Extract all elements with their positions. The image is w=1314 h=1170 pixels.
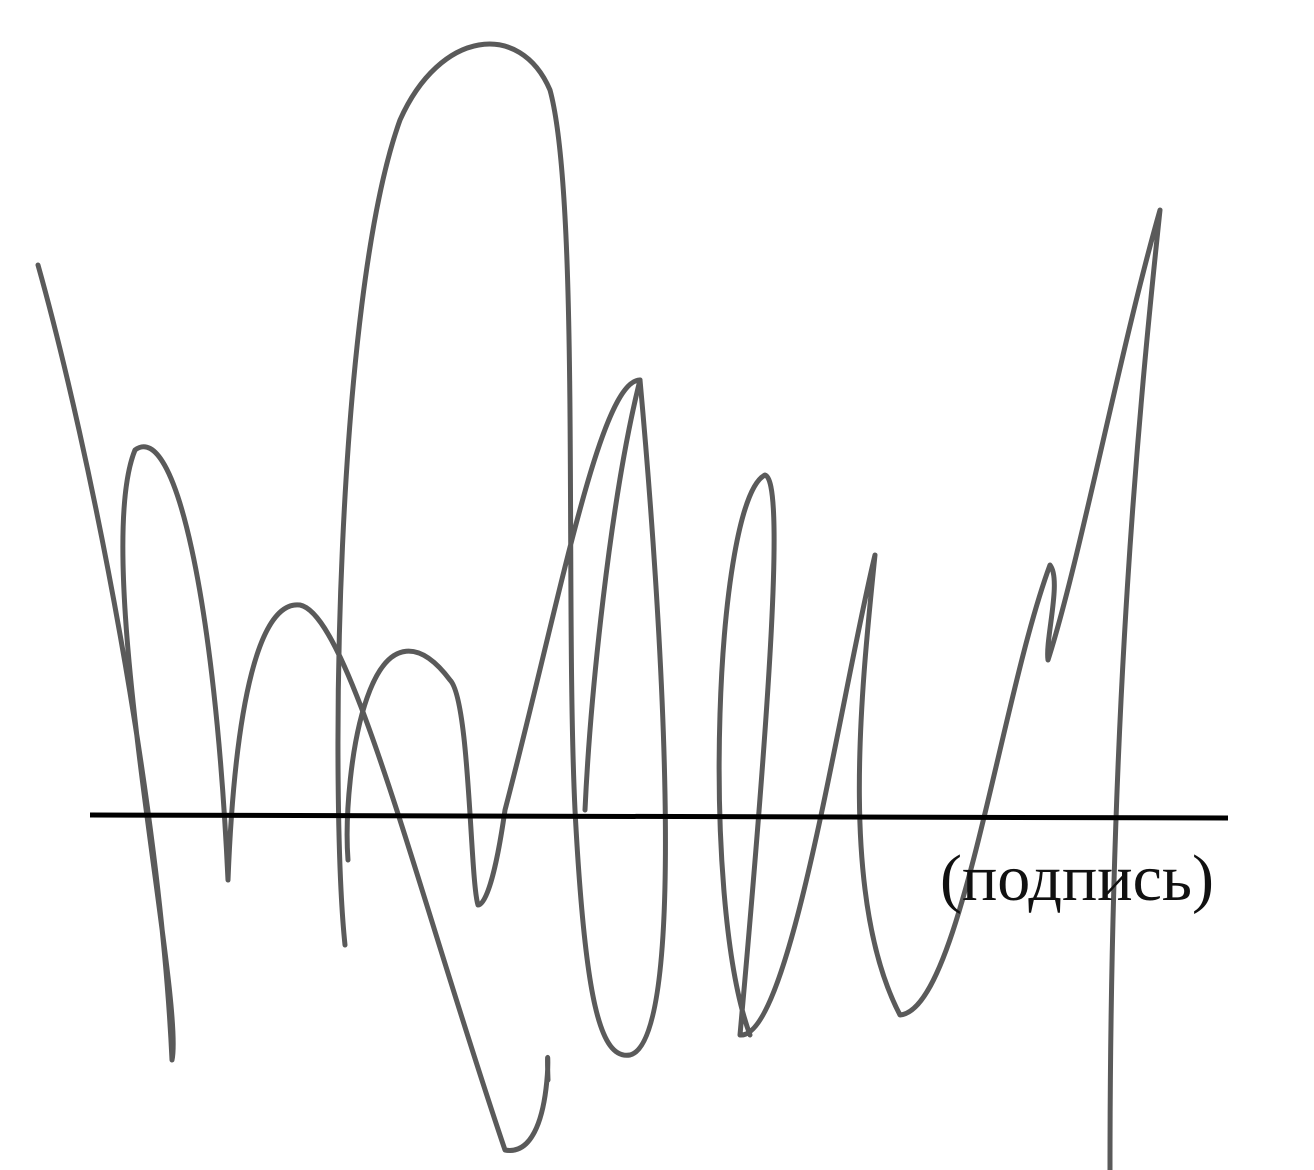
caption: (подпись) [940,842,1214,915]
signature-line [89,812,1229,821]
signature-stroke [35,262,551,1153]
signature-stroke [582,377,643,813]
signature-stroke [716,207,1163,1170]
signature [35,41,1163,1170]
signature-stroke [335,41,668,1058]
